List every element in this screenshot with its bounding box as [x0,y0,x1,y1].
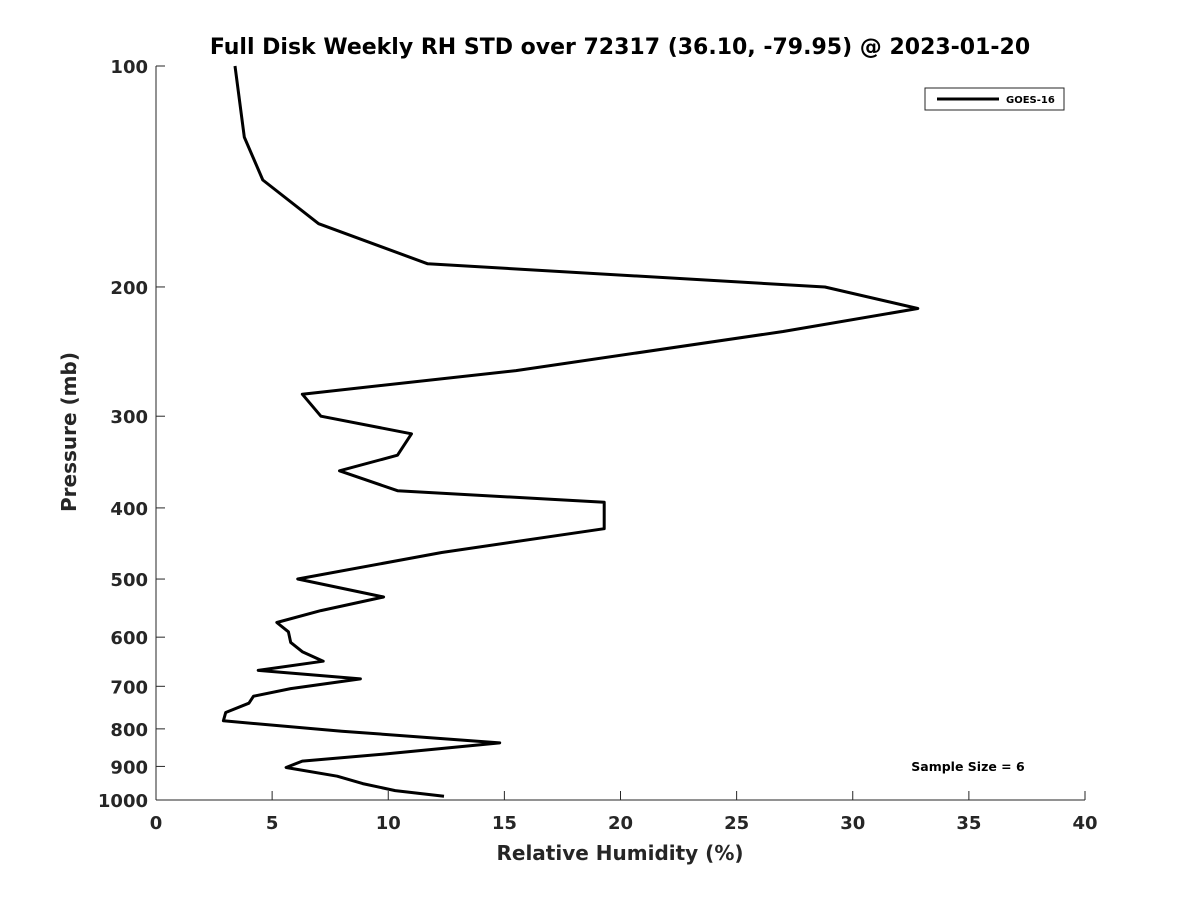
y-axis-label: Pressure (mb) [57,352,81,512]
y-tick-label: 700 [110,677,148,698]
y-tick-label: 600 [110,628,148,649]
x-tick-label: 40 [1072,813,1097,834]
plot-axes [155,66,1085,801]
y-tick-label: 900 [110,757,148,778]
legend: GOES-16 [924,87,1065,111]
y-tick-label: 200 [110,278,148,299]
y-tick-label: 500 [110,570,148,591]
y-tick-label: 300 [110,407,148,428]
y-tick-label: 100 [110,57,148,78]
x-tick-label: 5 [266,813,279,834]
x-tick-label: 20 [608,813,633,834]
x-tick-label: 0 [150,813,163,834]
y-axis-ticks: 100 200 300 400 500 600 700 800 900 1000 [98,57,165,812]
x-tick-label: 10 [376,813,401,834]
legend-label-goes-16: GOES-16 [1006,95,1055,106]
series-layer [221,65,920,798]
x-axis-ticks: 0 5 10 15 20 25 30 35 40 [150,791,1098,834]
y-tick-label: 800 [110,720,148,741]
x-axis-label: Relative Humidity (%) [496,841,743,865]
y-tick-label: 400 [110,499,148,520]
x-tick-label: 15 [492,813,517,834]
chart-title: Full Disk Weekly RH STD over 72317 (36.1… [210,35,1030,60]
sample-size-annotation: Sample Size = 6 [911,759,1025,774]
series-line-goes-16 [221,65,920,798]
x-tick-label: 25 [724,813,749,834]
x-tick-label: 35 [956,813,981,834]
x-tick-label: 30 [840,813,865,834]
y-tick-label: 1000 [98,791,148,812]
